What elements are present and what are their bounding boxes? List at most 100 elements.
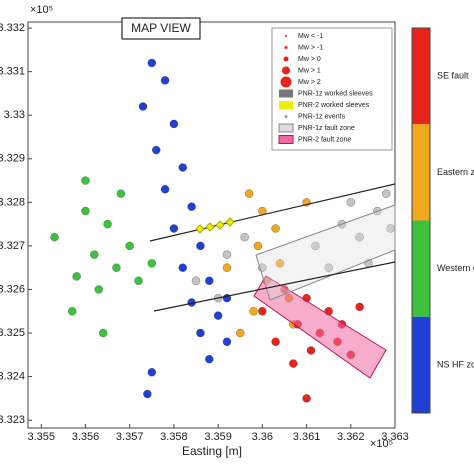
event-point	[355, 233, 364, 242]
y-tick-label: 3.33	[4, 109, 25, 121]
event-point	[152, 145, 161, 155]
legend-marker	[280, 76, 292, 88]
event-point	[302, 394, 311, 403]
x-tick-label: 3.357	[116, 431, 144, 443]
legend-label: Mw > -1	[298, 44, 323, 51]
x-tick-label: 3.355	[27, 431, 55, 443]
event-point	[253, 241, 263, 251]
legend-marker	[284, 115, 288, 118]
event-point	[222, 250, 232, 259]
event-point	[169, 119, 179, 129]
event-point	[249, 307, 258, 316]
colorbar-label: Eastern zone	[437, 167, 474, 177]
legend-marker	[283, 56, 289, 62]
x-tick-label: 3.359	[204, 431, 232, 443]
event-point	[324, 263, 333, 272]
event-point	[81, 176, 90, 185]
x-tick-label: 3.361	[293, 431, 321, 443]
event-point	[178, 263, 187, 272]
event-point	[94, 285, 103, 294]
colorbar-segment	[412, 316, 430, 413]
legend-label: Mw > 2	[298, 79, 321, 86]
event-point	[355, 302, 364, 312]
event-point	[134, 276, 143, 285]
event-point	[147, 58, 156, 68]
y-tick-label: 3.323	[0, 414, 25, 426]
x-multiplier: ×10⁵	[370, 438, 393, 450]
event-point	[346, 198, 355, 207]
event-point	[112, 263, 121, 272]
event-point	[138, 102, 148, 111]
legend-marker	[279, 101, 293, 109]
y-tick-label: 3.327	[0, 240, 25, 252]
event-point	[143, 389, 152, 399]
event-point	[81, 206, 90, 216]
sleeve-marker	[225, 217, 235, 227]
event-point	[125, 241, 134, 251]
legend-label: Mw > 1	[298, 67, 321, 74]
sleeve-marker	[195, 224, 205, 234]
event-point	[275, 259, 285, 268]
event-point	[271, 337, 280, 346]
legend-label: Mw < -1	[298, 33, 323, 40]
chart-title: MAP VIEW	[131, 21, 191, 35]
event-point	[258, 307, 267, 316]
legend-label: Mw > 0	[298, 56, 321, 63]
y-tick-label: 3.324	[0, 371, 25, 383]
legend-label: PNR-1z events	[298, 113, 346, 120]
event-point	[306, 346, 316, 355]
sleeve-marker	[215, 220, 225, 230]
x-tick-label: 3.363	[381, 431, 409, 443]
pnr1z-sleeves-line	[153, 261, 396, 312]
event-point	[116, 189, 126, 198]
event-point	[289, 359, 298, 368]
x-tick-label: 3.362	[337, 431, 365, 443]
y-tick-label: 3.325	[0, 327, 25, 339]
legend-label: PNR-1z fault zone	[298, 125, 355, 132]
event-point	[178, 163, 187, 172]
event-point	[90, 250, 99, 259]
event-point	[311, 241, 320, 251]
event-point	[191, 276, 201, 285]
event-point	[205, 355, 214, 364]
y-tick-label: 3.332	[0, 22, 25, 34]
y-tick-label: 3.329	[0, 153, 25, 165]
legend-marker	[279, 89, 293, 98]
event-point	[236, 328, 245, 338]
y-tick-label: 3.328	[0, 196, 25, 208]
colorbar-segment	[412, 28, 430, 125]
y-multiplier: ×10⁵	[30, 4, 53, 16]
pnr1z-fault-zone	[255, 204, 396, 301]
event-point	[50, 233, 59, 242]
event-point	[240, 233, 249, 242]
legend-marker	[282, 66, 290, 75]
legend-label: PNR-1z worked sleeves	[298, 90, 373, 97]
legend-marker	[284, 46, 288, 49]
event-point	[222, 263, 232, 272]
x-tick-label: 3.358	[160, 431, 188, 443]
colorbar-segment	[412, 220, 430, 317]
event-point	[187, 202, 196, 211]
pnr2-sleeves-line	[149, 183, 396, 242]
x-tick-label: 3.356	[72, 431, 100, 443]
event-point	[244, 189, 254, 198]
title-box	[121, 17, 201, 40]
event-point	[147, 259, 156, 268]
event-point	[68, 307, 77, 316]
event-point	[271, 224, 280, 233]
event-point	[222, 337, 232, 346]
x-tick-label: 3.36	[252, 431, 273, 443]
colorbar-label: Western clu	[437, 263, 474, 273]
x-axis-label: Easting [m]	[182, 444, 242, 458]
colorbar-label: SE fault	[437, 71, 469, 81]
event-point	[147, 368, 156, 377]
event-point	[169, 224, 179, 233]
y-tick-label: 3.331	[0, 66, 25, 78]
colorbar-segment	[412, 124, 430, 221]
legend-marker	[278, 123, 294, 133]
event-point	[196, 241, 205, 251]
event-point	[382, 189, 391, 198]
legend-marker	[278, 135, 294, 144]
event-point	[160, 76, 170, 85]
